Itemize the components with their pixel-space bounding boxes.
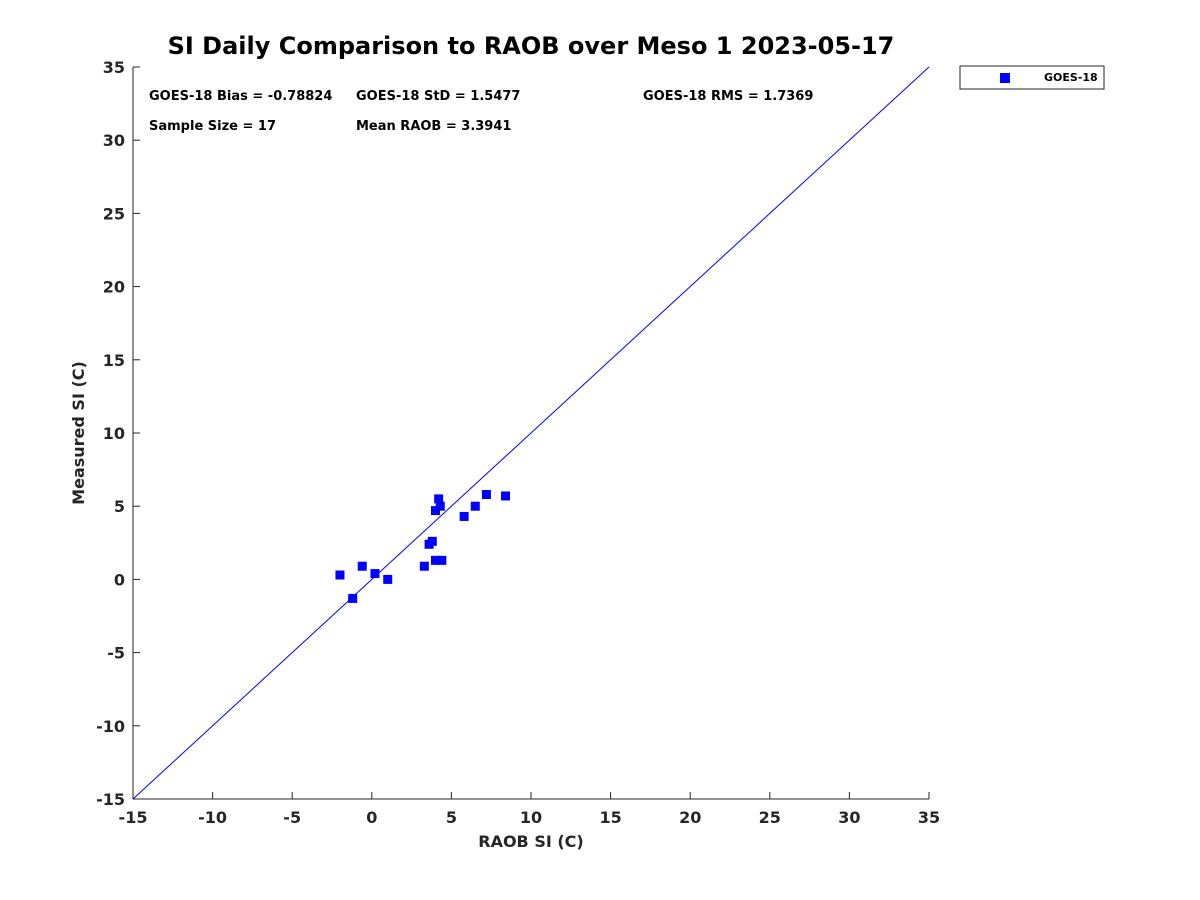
sample-size-annotation: Sample Size = 17 bbox=[149, 119, 276, 134]
data-point bbox=[427, 536, 437, 546]
x-tick-label: 15 bbox=[599, 808, 621, 827]
data-point bbox=[357, 561, 367, 571]
one-to-one-line bbox=[132, 66, 930, 800]
legend-label: GOES-18 bbox=[1044, 71, 1098, 84]
legend-box bbox=[959, 65, 1105, 90]
y-tick-label: 20 bbox=[103, 278, 125, 297]
mean-raob-annotation: Mean RAOB = 3.3941 bbox=[356, 119, 511, 134]
std-annotation: GOES-18 StD = 1.5477 bbox=[356, 89, 520, 104]
data-point bbox=[419, 561, 429, 571]
x-tick-label: -15 bbox=[119, 808, 148, 827]
y-tick-label: -5 bbox=[107, 644, 125, 663]
x-axis-ticks: -15 -10 -5 0 5 10 15 20 25 30 35 bbox=[119, 792, 940, 827]
data-point bbox=[434, 494, 444, 504]
scatter-points bbox=[335, 489, 511, 603]
plot-area: -15 -10 -5 0 5 10 15 20 25 30 35 -15 -10 -5 0 5 10 15 20 2… bbox=[96, 58, 940, 827]
y-tick-label: 5 bbox=[114, 497, 125, 516]
data-point bbox=[370, 569, 380, 579]
y-tick-label: 15 bbox=[103, 351, 125, 370]
data-point bbox=[435, 501, 445, 511]
data-point bbox=[437, 555, 447, 565]
data-point bbox=[348, 593, 358, 603]
y-tick-label: -10 bbox=[96, 717, 125, 736]
x-axis-label: RAOB SI (C) bbox=[478, 832, 583, 851]
y-tick-label: 25 bbox=[103, 204, 125, 223]
x-tick-label: 0 bbox=[366, 808, 377, 827]
data-point bbox=[335, 570, 345, 580]
x-tick-label: -5 bbox=[283, 808, 301, 827]
rms-annotation: GOES-18 RMS = 1.7369 bbox=[643, 89, 813, 104]
x-tick-label: 10 bbox=[520, 808, 542, 827]
data-point bbox=[430, 555, 440, 565]
y-tick-label: -15 bbox=[96, 790, 125, 809]
y-axis-label: Measured SI (C) bbox=[69, 361, 88, 505]
x-tick-label: 30 bbox=[838, 808, 860, 827]
y-tick-label: 30 bbox=[103, 131, 125, 150]
chart-title: SI Daily Comparison to RAOB over Meso 1 … bbox=[168, 32, 895, 60]
y-tick-label: 10 bbox=[103, 424, 125, 443]
data-point bbox=[430, 506, 440, 516]
data-point bbox=[470, 501, 480, 511]
stats-annotations: GOES-18 Bias = -0.78824 GOES-18 StD = 1.… bbox=[149, 89, 813, 134]
x-tick-label: -10 bbox=[198, 808, 227, 827]
data-point bbox=[383, 574, 393, 584]
x-tick-label: 5 bbox=[446, 808, 457, 827]
y-axis-ticks: -15 -10 -5 0 5 10 15 20 25 30 35 bbox=[96, 58, 140, 809]
reference-line bbox=[132, 66, 930, 800]
legend-marker bbox=[1000, 73, 1010, 83]
data-point bbox=[501, 491, 511, 501]
x-tick-label: 20 bbox=[679, 808, 701, 827]
x-tick-label: 25 bbox=[759, 808, 781, 827]
legend: GOES-18 bbox=[959, 65, 1105, 90]
y-tick-label: 0 bbox=[114, 570, 125, 589]
y-tick-label: 35 bbox=[103, 58, 125, 77]
bias-annotation: GOES-18 Bias = -0.78824 bbox=[149, 89, 332, 104]
data-point bbox=[459, 511, 469, 521]
data-point bbox=[481, 489, 491, 499]
x-tick-label: 35 bbox=[918, 808, 940, 827]
